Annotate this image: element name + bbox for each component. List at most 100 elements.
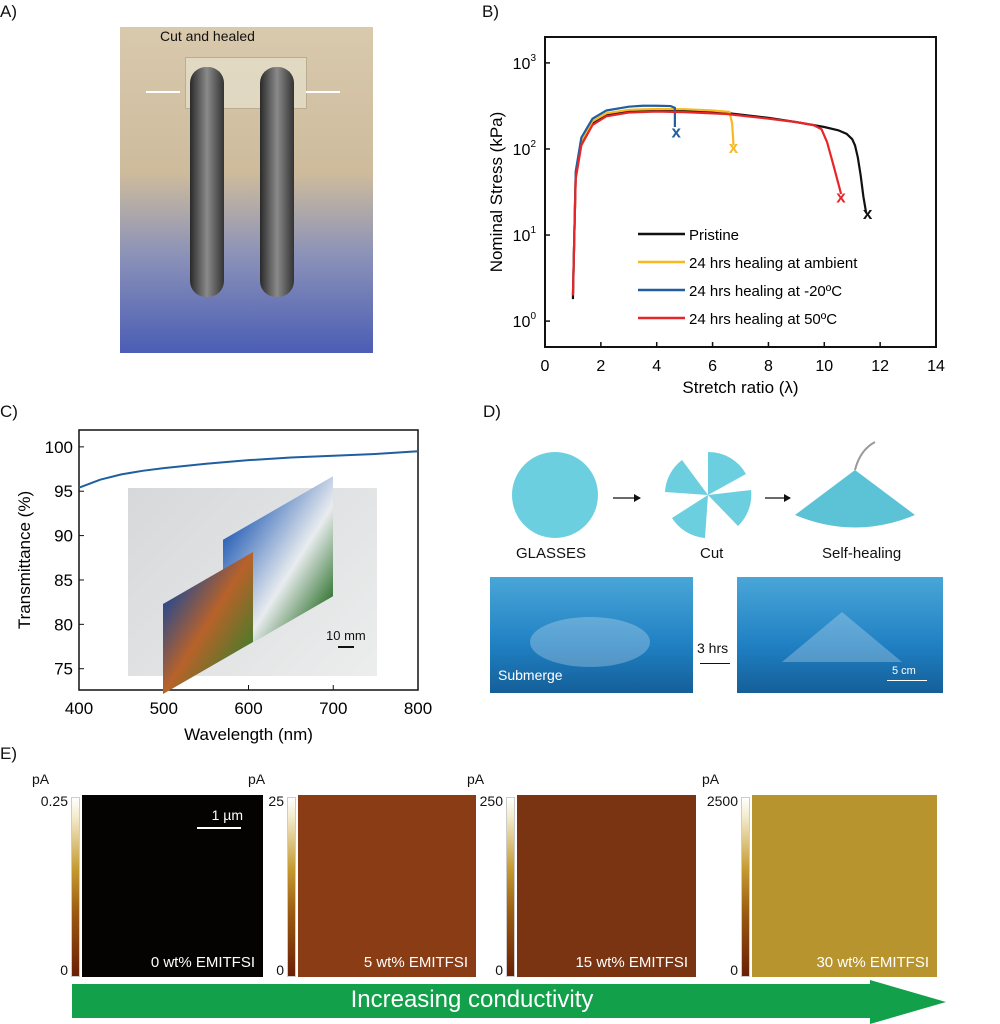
y-tick-label: 90 bbox=[54, 527, 73, 546]
scale-bar-e bbox=[197, 827, 241, 829]
legend-label: 24 hrs healing at 50ºC bbox=[689, 311, 837, 328]
unit-label: pA bbox=[467, 771, 485, 787]
legend-label: 24 hrs healing at -20ºC bbox=[689, 283, 842, 300]
colorbar-min-label: 0 bbox=[495, 962, 503, 978]
unit-label: pA bbox=[248, 771, 266, 787]
scale-bar-d bbox=[887, 680, 927, 681]
x-tick-label: 0 bbox=[541, 358, 550, 375]
arrow-2-head bbox=[784, 494, 791, 502]
colorbar-max-label: 0.25 bbox=[40, 793, 68, 809]
arrow-1-head bbox=[634, 494, 641, 502]
x-tick-label: 700 bbox=[319, 699, 347, 718]
arrow-left-icon bbox=[146, 91, 180, 93]
break-point-marker: x bbox=[836, 188, 846, 207]
afm-image: 0 wt% EMITFSI 1 µm bbox=[82, 795, 263, 977]
plot-frame bbox=[544, 36, 937, 348]
photo-card-nus bbox=[163, 552, 253, 694]
scale-bar-c bbox=[338, 646, 354, 648]
transmittance-line bbox=[78, 450, 419, 489]
break-point-marker: x bbox=[672, 122, 682, 141]
afm-image: 15 wt% EMITFSI bbox=[517, 795, 696, 977]
step-cut-label: Cut bbox=[700, 545, 724, 562]
x-tick-label: 10 bbox=[815, 358, 833, 375]
colorbar bbox=[287, 797, 296, 977]
y-tick-label: 85 bbox=[54, 571, 73, 590]
tweezer-right bbox=[260, 67, 294, 297]
colorbar-min-label: 0 bbox=[276, 962, 284, 978]
cone-shape bbox=[795, 470, 915, 528]
cut-healed-annotation: Cut and healed bbox=[160, 28, 255, 44]
x-tick-label: 4 bbox=[652, 358, 661, 375]
afm-image-label: 0 wt% EMITFSI bbox=[150, 954, 255, 971]
y-tick-label: 80 bbox=[54, 615, 73, 634]
wire bbox=[854, 441, 876, 471]
transparent-film-photo: 10 mm bbox=[128, 476, 377, 694]
x-tick-label: 400 bbox=[65, 699, 93, 718]
sample-after bbox=[782, 612, 902, 662]
conductivity-arrow-head bbox=[870, 980, 946, 1024]
healing-schematic bbox=[512, 441, 915, 538]
unit-label: pA bbox=[702, 771, 720, 787]
colorbar-min-label: 0 bbox=[730, 962, 738, 978]
time-label: 3 hrs bbox=[697, 640, 729, 656]
colorbar-max-label: 2500 bbox=[706, 793, 738, 809]
conductivity-arrow-body bbox=[72, 984, 872, 1018]
panel-a-label: A) bbox=[0, 2, 17, 21]
y-tick-label: 102 bbox=[513, 139, 537, 159]
break-point-marker: x bbox=[729, 138, 739, 157]
afm-image-label: 5 wt% EMITFSI bbox=[363, 954, 468, 971]
x-tick-label: 800 bbox=[404, 699, 432, 718]
x-tick-label: 12 bbox=[871, 358, 889, 375]
x-tick-label: 500 bbox=[150, 699, 178, 718]
y-tick-label: 95 bbox=[54, 482, 73, 501]
colorbar bbox=[506, 797, 515, 977]
x-tick-label: 2 bbox=[596, 358, 605, 375]
afm-image-label: 15 wt% EMITFSI bbox=[575, 954, 688, 971]
break-point-marker: x bbox=[863, 204, 873, 223]
panel-b-label: B) bbox=[482, 2, 499, 21]
x-axis-label: Stretch ratio (λ) bbox=[682, 378, 798, 397]
tweezers-photo bbox=[120, 27, 373, 353]
afm-image: 30 wt% EMITFSI bbox=[752, 795, 937, 977]
x-tick-label: 6 bbox=[708, 358, 717, 375]
y-tick-label: 103 bbox=[513, 53, 537, 73]
disc-shape bbox=[512, 452, 598, 538]
sample-before bbox=[530, 617, 650, 667]
colorbar-max-label: 25 bbox=[268, 793, 284, 809]
tweezer-left bbox=[190, 67, 224, 297]
legend-label: Pristine bbox=[689, 227, 739, 244]
x-tick-label: 14 bbox=[927, 358, 945, 375]
colorbar bbox=[741, 797, 750, 977]
afm-image-label: 30 wt% EMITFSI bbox=[816, 954, 929, 971]
legend-label: 24 hrs healing at ambient bbox=[689, 255, 858, 272]
time-arrow-icon bbox=[700, 663, 730, 664]
y-tick-label: 100 bbox=[513, 311, 537, 331]
colorbar-max-label: 250 bbox=[479, 793, 503, 809]
panel-c-label: C) bbox=[0, 402, 18, 421]
step-self-healing-label: Self-healing bbox=[822, 545, 902, 562]
y-axis-label: Nominal Stress (kPa) bbox=[487, 112, 506, 273]
y-tick-label: 75 bbox=[54, 660, 73, 679]
panel-e-label: E) bbox=[0, 744, 17, 763]
unit-label: pA bbox=[32, 771, 50, 787]
colorbar bbox=[71, 797, 80, 977]
x-axis-label: Wavelength (nm) bbox=[184, 725, 313, 744]
submerge-photo-before: Submerge bbox=[490, 577, 693, 693]
colorbar-min-label: 0 bbox=[60, 962, 68, 978]
x-tick-label: 8 bbox=[764, 358, 773, 375]
y-tick-label: 100 bbox=[45, 438, 73, 457]
panel-d-label: D) bbox=[483, 402, 501, 421]
scale-label-d: 5 cm bbox=[892, 665, 916, 677]
transmittance-chart: 400 500 600 700 800 75 80 85 90 95 100 Wavelength (… bbox=[15, 429, 432, 744]
submerge-label: Submerge bbox=[498, 667, 563, 683]
conductivity-arrow-label: Increasing conductivity bbox=[350, 986, 594, 1013]
x-tick-label: 600 bbox=[234, 699, 262, 718]
series-line-3 bbox=[571, 110, 843, 296]
arrow-right-icon bbox=[306, 91, 340, 93]
y-axis-label: Transmittance (%) bbox=[15, 491, 34, 629]
submerge-photo-after: 5 cm bbox=[737, 577, 943, 693]
afm-image: 5 wt% EMITFSI bbox=[298, 795, 476, 977]
scale-bar-label-e: 1 µm bbox=[211, 807, 243, 823]
step-glasses-label: GLASSES bbox=[516, 545, 587, 562]
cut-pieces bbox=[665, 451, 752, 538]
